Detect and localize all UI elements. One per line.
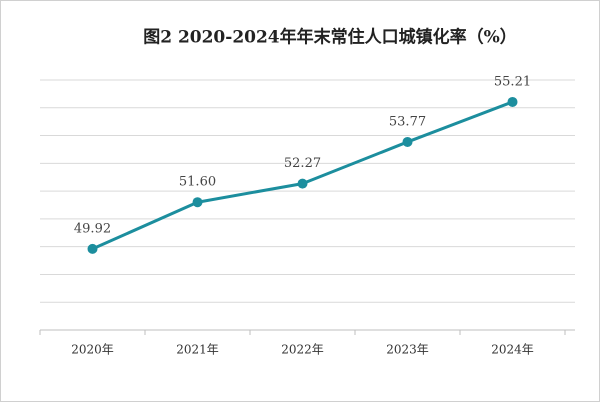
marker xyxy=(507,96,518,107)
data-label: 51.60 xyxy=(179,175,216,190)
x-tick-label: 2024年 xyxy=(491,343,534,357)
data-label: 52.27 xyxy=(284,156,321,171)
data-label: 55.21 xyxy=(494,74,531,89)
x-tick-label: 2020年 xyxy=(71,343,114,357)
marker xyxy=(192,197,203,208)
x-tick-label: 2022年 xyxy=(281,343,324,357)
marker xyxy=(402,136,413,147)
data-label: 53.77 xyxy=(389,114,426,129)
x-tick-label: 2021年 xyxy=(176,343,219,357)
x-tick-label: 2023年 xyxy=(386,343,429,357)
marker xyxy=(87,243,98,254)
marker xyxy=(297,178,308,189)
chart-title: 图2 2020-2024年年末常住人口城镇化率（%） xyxy=(143,27,517,48)
data-label: 49.92 xyxy=(74,221,111,236)
